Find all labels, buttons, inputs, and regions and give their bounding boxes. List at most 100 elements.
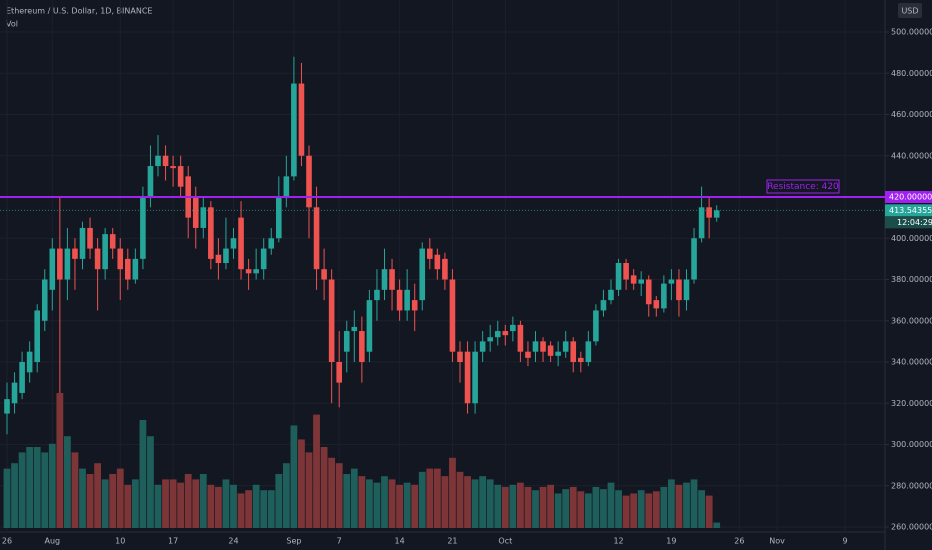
y-tick-label: 400.000000: [891, 234, 932, 243]
candle-body: [517, 324, 524, 352]
candle-body: [449, 279, 456, 352]
volume-bar: [26, 447, 34, 528]
volume-bar: [33, 447, 41, 528]
candle-body: [34, 310, 40, 362]
volume-bar: [162, 479, 169, 528]
candle-body: [487, 337, 493, 342]
x-tick-label: 24: [228, 537, 238, 546]
candle-body: [434, 254, 441, 270]
volume-bar: [592, 486, 600, 528]
volume-bar: [199, 474, 207, 528]
candle-body: [192, 197, 199, 228]
volume-bar: [668, 479, 675, 528]
candle-body: [328, 279, 335, 362]
candle-body: [19, 362, 25, 393]
candle-body: [653, 300, 660, 309]
x-tick-label: 12: [613, 537, 623, 546]
candle-body: [525, 351, 531, 358]
volume-bar: [335, 463, 343, 528]
y-tick-label: 340.000000: [891, 358, 932, 367]
volume-bar: [64, 436, 71, 528]
volume-bar: [690, 479, 698, 528]
candle-body: [593, 310, 599, 342]
currency-button[interactable]: [898, 3, 922, 18]
volume-bar: [18, 452, 26, 528]
candle-body: [676, 279, 682, 301]
candle-body: [49, 248, 56, 290]
candle-body: [102, 234, 108, 270]
candle-body: [260, 248, 267, 270]
volume-bar: [124, 484, 132, 528]
candle-body: [396, 289, 403, 311]
volume-bar: [116, 468, 124, 528]
countdown-label: 12:04:29: [897, 218, 932, 227]
candle-body: [245, 269, 252, 274]
candle-body: [215, 254, 222, 263]
candle-body: [645, 279, 652, 305]
volume-bar: [471, 479, 479, 528]
volume-bar: [607, 482, 615, 528]
x-tick-label: Sep: [286, 537, 301, 546]
candle-body: [600, 300, 607, 311]
volume-bar: [426, 468, 434, 528]
volume-bar: [366, 479, 373, 528]
volume-bar: [320, 447, 328, 528]
volume-bar: [683, 482, 690, 528]
x-tick-label: 10: [115, 537, 125, 546]
volume-bar: [615, 490, 622, 528]
volume-bar: [652, 491, 660, 528]
candle-body: [230, 238, 237, 249]
volume-bar: [411, 484, 419, 528]
volume-bar: [275, 474, 283, 528]
candle-body: [457, 351, 463, 362]
candle-body: [306, 155, 312, 208]
volume-bar: [222, 479, 230, 528]
volume-bar: [139, 420, 147, 528]
volume-bar: [260, 490, 268, 528]
candle-body: [555, 351, 561, 356]
candle-body: [427, 248, 433, 259]
x-tick-label: 26: [2, 537, 12, 546]
candle-body: [298, 83, 305, 156]
volume-bar: [637, 490, 645, 528]
candle-body: [442, 258, 448, 280]
candle-body: [661, 283, 667, 309]
candle-body: [155, 155, 161, 167]
candle-body: [208, 207, 214, 259]
candle-body: [223, 248, 229, 263]
volume-bar: [48, 443, 56, 528]
candle-body: [472, 351, 478, 404]
volume-bar: [3, 468, 11, 528]
volume-bar: [328, 457, 336, 528]
volume-bar: [343, 474, 351, 528]
currency-label: USD: [901, 7, 918, 16]
volume-bar: [147, 436, 154, 528]
candle-body: [351, 326, 358, 332]
y-tick-label: 380.000000: [891, 275, 932, 284]
volume-bar: [532, 490, 539, 528]
volume-bar: [539, 486, 547, 528]
volume-bar: [79, 468, 86, 528]
candle-body: [283, 176, 290, 197]
candle-body: [313, 207, 320, 270]
candle-body: [64, 248, 71, 280]
candle-body: [200, 207, 207, 228]
candle-body: [162, 155, 169, 167]
volume-bar: [169, 479, 177, 528]
volume-bar: [290, 425, 298, 528]
candle-body: [359, 331, 365, 362]
volume-bar: [403, 482, 411, 528]
candle-body: [691, 238, 697, 280]
volume-bar: [622, 495, 630, 528]
chart-title: Ethereum / U.S. Dollar, 1D, BINANCE: [6, 7, 152, 16]
candle-body: [411, 300, 418, 311]
volume-bar: [713, 522, 721, 528]
y-tick-label: 460.000000: [891, 110, 932, 119]
volume-bar: [396, 484, 403, 528]
volume-bar: [449, 457, 456, 528]
candle-body: [547, 345, 554, 356]
resistance-text: Resistance: 420: [767, 182, 839, 192]
candle-body: [268, 238, 275, 249]
volume-bar: [645, 493, 653, 528]
